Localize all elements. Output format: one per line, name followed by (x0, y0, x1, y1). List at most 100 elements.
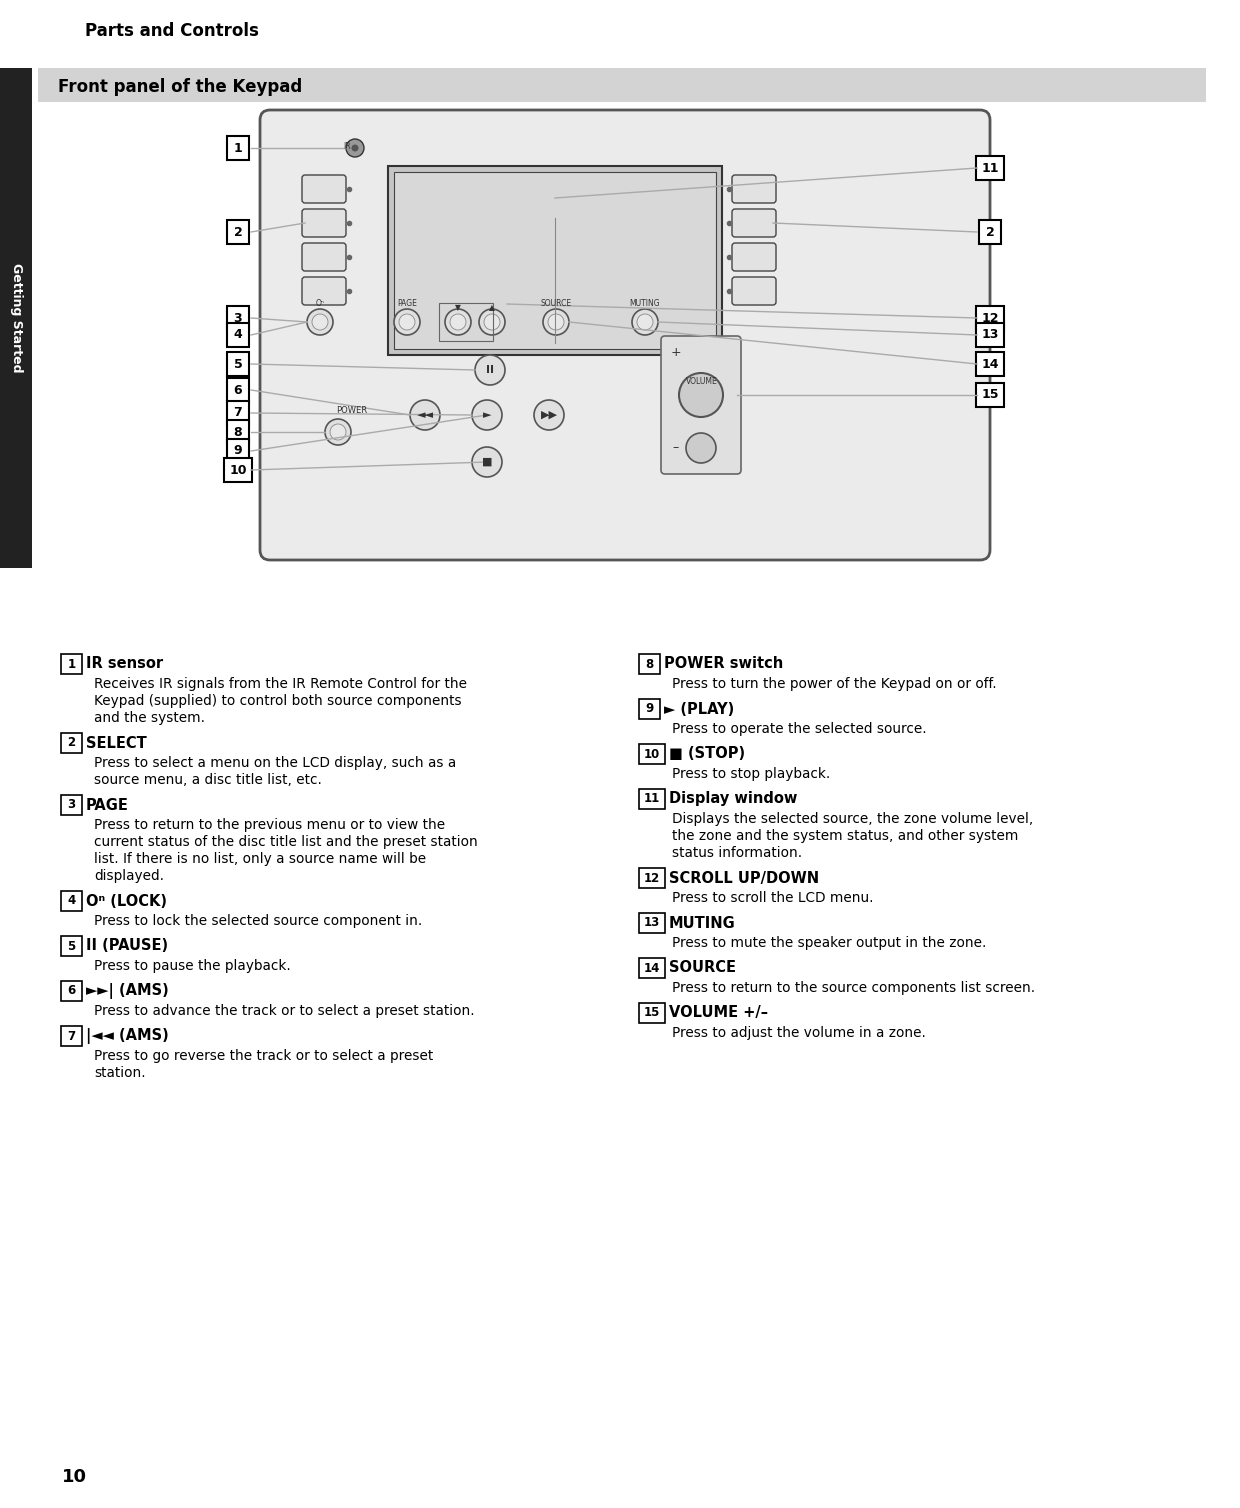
Text: station.: station. (94, 1066, 145, 1080)
Circle shape (548, 314, 564, 330)
Text: ▶▶: ▶▶ (541, 410, 558, 421)
FancyBboxPatch shape (303, 243, 346, 271)
FancyBboxPatch shape (661, 336, 742, 474)
Circle shape (543, 309, 569, 335)
Text: 14: 14 (981, 357, 998, 371)
Text: Press to go reverse the track or to select a preset: Press to go reverse the track or to sele… (94, 1050, 433, 1063)
Text: VOLUME: VOLUME (686, 377, 718, 386)
Text: current status of the disc title list and the preset station: current status of the disc title list an… (94, 835, 477, 849)
FancyBboxPatch shape (976, 351, 1004, 375)
Text: source menu, a disc title list, etc.: source menu, a disc title list, etc. (94, 774, 322, 787)
Circle shape (351, 145, 358, 151)
FancyBboxPatch shape (227, 401, 249, 425)
FancyBboxPatch shape (980, 220, 1001, 244)
FancyBboxPatch shape (303, 175, 346, 204)
Text: 4: 4 (67, 894, 76, 908)
Text: MUTING: MUTING (670, 915, 735, 930)
Text: II (PAUSE): II (PAUSE) (86, 938, 169, 953)
Circle shape (399, 314, 415, 330)
Text: SOURCE: SOURCE (670, 961, 737, 976)
Text: Press to operate the selected source.: Press to operate the selected source. (672, 722, 926, 736)
Text: +: + (671, 345, 681, 359)
FancyBboxPatch shape (38, 68, 1207, 103)
Circle shape (680, 372, 723, 418)
FancyBboxPatch shape (260, 110, 990, 559)
FancyBboxPatch shape (61, 795, 82, 814)
Text: 11: 11 (644, 793, 660, 805)
Circle shape (472, 400, 502, 430)
Circle shape (325, 419, 351, 445)
Text: ■: ■ (482, 457, 492, 467)
Text: 15: 15 (644, 1006, 660, 1019)
Text: status information.: status information. (672, 846, 802, 860)
Text: 3: 3 (233, 312, 242, 324)
FancyBboxPatch shape (227, 351, 249, 375)
Text: Press to advance the track or to select a preset station.: Press to advance the track or to select … (94, 1004, 475, 1018)
Circle shape (346, 139, 365, 157)
Text: Oⁿ (LOCK): Oⁿ (LOCK) (86, 894, 167, 908)
Circle shape (308, 309, 334, 335)
Text: Press to scroll the LCD menu.: Press to scroll the LCD menu. (672, 891, 873, 905)
Text: Parts and Controls: Parts and Controls (86, 23, 259, 41)
Text: 10: 10 (644, 748, 660, 760)
Text: SELECT: SELECT (86, 736, 146, 751)
Text: 9: 9 (645, 703, 653, 715)
FancyBboxPatch shape (639, 912, 665, 933)
Text: 9: 9 (233, 445, 242, 457)
FancyBboxPatch shape (388, 166, 722, 354)
Text: Getting Started: Getting Started (10, 264, 22, 372)
FancyBboxPatch shape (732, 175, 776, 204)
FancyBboxPatch shape (639, 654, 660, 674)
Circle shape (312, 314, 329, 330)
Text: II: II (486, 365, 494, 375)
Text: 10: 10 (62, 1467, 87, 1485)
Text: 7: 7 (233, 407, 242, 419)
Text: 10: 10 (229, 463, 247, 477)
Text: 12: 12 (981, 312, 998, 324)
Text: Displays the selected source, the zone volume level,: Displays the selected source, the zone v… (672, 811, 1033, 826)
Text: 5: 5 (67, 939, 76, 953)
FancyBboxPatch shape (639, 743, 665, 765)
Text: 4: 4 (233, 329, 242, 341)
FancyBboxPatch shape (227, 220, 249, 244)
Text: Press to mute the speaker output in the zone.: Press to mute the speaker output in the … (672, 936, 986, 950)
FancyBboxPatch shape (639, 1003, 665, 1022)
FancyBboxPatch shape (976, 383, 1004, 407)
Text: Press to turn the power of the Keypad on or off.: Press to turn the power of the Keypad on… (672, 677, 997, 691)
FancyBboxPatch shape (227, 323, 249, 347)
Text: Press to return to the previous menu or to view the: Press to return to the previous menu or … (94, 817, 445, 832)
FancyBboxPatch shape (976, 306, 1004, 330)
Text: 1: 1 (233, 142, 242, 154)
Text: 6: 6 (233, 383, 242, 397)
Text: 1: 1 (67, 657, 76, 671)
Text: Press to pause the playback.: Press to pause the playback. (94, 959, 290, 973)
Text: ►: ► (482, 410, 491, 421)
Text: Press to stop playback.: Press to stop playback. (672, 768, 831, 781)
Circle shape (330, 424, 346, 440)
Text: 8: 8 (233, 425, 242, 439)
Text: POWER switch: POWER switch (663, 656, 784, 671)
Text: Front panel of the Keypad: Front panel of the Keypad (58, 78, 303, 97)
Text: ◄◄: ◄◄ (417, 410, 434, 421)
Text: 5: 5 (233, 357, 242, 371)
Text: Display window: Display window (670, 792, 797, 807)
FancyBboxPatch shape (61, 982, 82, 1001)
Text: 13: 13 (981, 329, 998, 341)
Text: Press to lock the selected source component in.: Press to lock the selected source compon… (94, 914, 423, 927)
Text: SOURCE: SOURCE (541, 299, 572, 308)
Text: displayed.: displayed. (94, 869, 164, 884)
Circle shape (637, 314, 653, 330)
Circle shape (686, 433, 715, 463)
Text: the zone and the system status, and other system: the zone and the system status, and othe… (672, 829, 1018, 843)
FancyBboxPatch shape (303, 277, 346, 305)
FancyBboxPatch shape (224, 458, 252, 483)
Text: SCROLL UP/DOWN: SCROLL UP/DOWN (670, 870, 820, 885)
FancyBboxPatch shape (976, 155, 1004, 179)
FancyBboxPatch shape (0, 68, 32, 569)
FancyBboxPatch shape (639, 869, 665, 888)
Circle shape (445, 309, 471, 335)
Text: 12: 12 (644, 872, 660, 885)
Text: Keypad (supplied) to control both source components: Keypad (supplied) to control both source… (94, 694, 461, 707)
FancyBboxPatch shape (227, 306, 249, 330)
Text: ▲: ▲ (489, 303, 495, 312)
